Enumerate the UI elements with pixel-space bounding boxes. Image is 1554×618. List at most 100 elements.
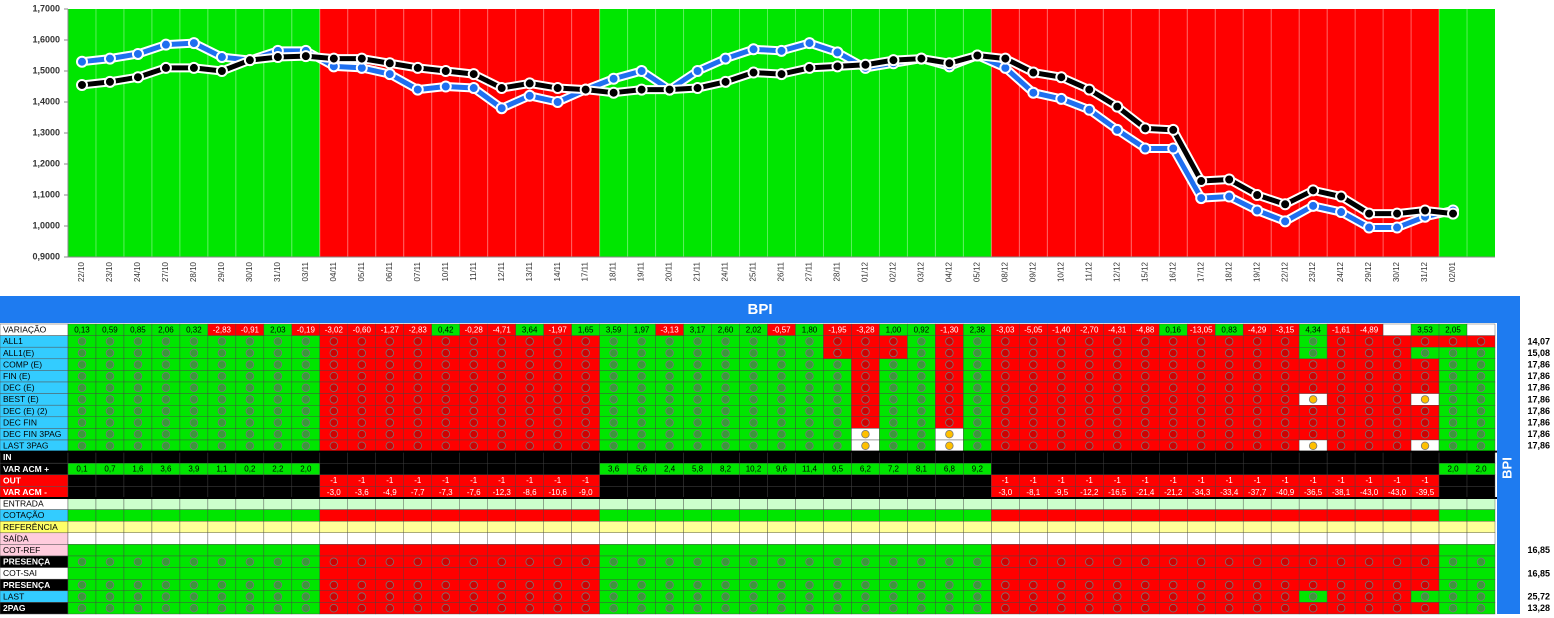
status-indicator [805, 337, 814, 346]
cell [1438, 544, 1468, 557]
status-indicator [413, 604, 422, 613]
status-indicator [161, 395, 171, 404]
cell [683, 567, 712, 580]
cell-value: 8,2 [720, 465, 732, 474]
status-indicator [973, 604, 982, 613]
status-indicator [833, 337, 842, 346]
status-indicator [973, 430, 982, 439]
cell-value: -1 [1086, 476, 1094, 485]
status-indicator [581, 348, 590, 358]
cell [1438, 486, 1468, 499]
status-indicator [1085, 348, 1094, 358]
cell [1298, 532, 1328, 545]
status-indicator [1085, 418, 1094, 427]
cell [431, 451, 460, 464]
cell [1159, 509, 1188, 522]
status-indicator [1224, 348, 1234, 358]
cell-value: 2,60 [718, 325, 734, 334]
cell [1242, 509, 1272, 522]
status-indicator [721, 604, 730, 613]
cell [1438, 497, 1468, 510]
cell [739, 474, 768, 487]
status-indicator [553, 441, 562, 450]
cell [1354, 567, 1384, 580]
cell [375, 532, 404, 545]
status-indicator [469, 418, 478, 427]
status-indicator [77, 348, 87, 358]
cell-value: -38,1 [1332, 488, 1351, 497]
status-indicator [1197, 395, 1206, 404]
status-indicator [245, 441, 255, 450]
status-indicator [497, 337, 506, 346]
status-indicator [329, 441, 339, 450]
status-indicator [777, 383, 786, 392]
status-indicator [77, 383, 87, 392]
x-tick-label: 24/10 [133, 261, 142, 282]
point [607, 72, 620, 85]
cell [991, 463, 1020, 476]
x-tick-label: 06/11 [385, 261, 394, 281]
cell [179, 451, 209, 464]
status-indicator [161, 337, 171, 346]
cell [1047, 497, 1076, 510]
status-indicator [273, 418, 283, 427]
status-indicator [1392, 395, 1402, 404]
status-indicator [1085, 580, 1094, 590]
cell [683, 532, 712, 545]
cell [543, 532, 572, 545]
cell-value: -2,70 [1080, 325, 1099, 334]
cell [935, 532, 964, 545]
status-indicator [1252, 406, 1262, 416]
band [1439, 9, 1468, 257]
status-indicator [1336, 406, 1346, 416]
status-indicator [1001, 395, 1010, 404]
status-indicator [441, 372, 450, 381]
point [719, 52, 732, 65]
y-tick-label: 1,1000 [32, 189, 60, 199]
status-indicator [889, 383, 898, 392]
cell [1187, 451, 1216, 464]
cell [179, 474, 209, 487]
cell [1131, 497, 1160, 510]
cell [1270, 497, 1300, 510]
status-indicator [1141, 580, 1150, 590]
x-tick-label: 13/11 [525, 261, 534, 281]
cell [907, 521, 936, 534]
status-indicator [805, 430, 814, 439]
status-indicator [1336, 348, 1346, 358]
cell [963, 474, 992, 487]
status-indicator [497, 406, 506, 416]
row-label: OUT [3, 475, 22, 485]
cell [1187, 532, 1216, 545]
cell-value: 6,8 [944, 465, 956, 474]
status-indicator [1057, 441, 1066, 450]
status-indicator [441, 441, 450, 450]
status-indicator [721, 348, 730, 358]
cell [1187, 497, 1216, 510]
status-indicator [861, 557, 870, 566]
row-total: 17,86 [1527, 371, 1550, 381]
cell [823, 521, 852, 534]
cell [123, 544, 153, 557]
status-indicator [1197, 406, 1206, 416]
status-indicator [1476, 418, 1486, 427]
status-indicator [301, 430, 311, 439]
status-indicator [665, 441, 674, 450]
cell [151, 532, 181, 545]
cell [263, 486, 293, 499]
status-indicator [637, 580, 646, 590]
cell [151, 544, 181, 557]
status-indicator [721, 580, 730, 590]
cell-value: -4,31 [1108, 325, 1127, 334]
cell [319, 544, 349, 557]
cell [431, 532, 460, 545]
cell [879, 521, 908, 534]
cell [627, 532, 656, 545]
cell [1047, 567, 1076, 580]
status-indicator [805, 360, 814, 369]
cell-value: 2,03 [270, 325, 286, 334]
status-indicator [385, 557, 394, 566]
status-indicator [441, 348, 450, 358]
point [439, 80, 452, 93]
cell [235, 486, 265, 499]
